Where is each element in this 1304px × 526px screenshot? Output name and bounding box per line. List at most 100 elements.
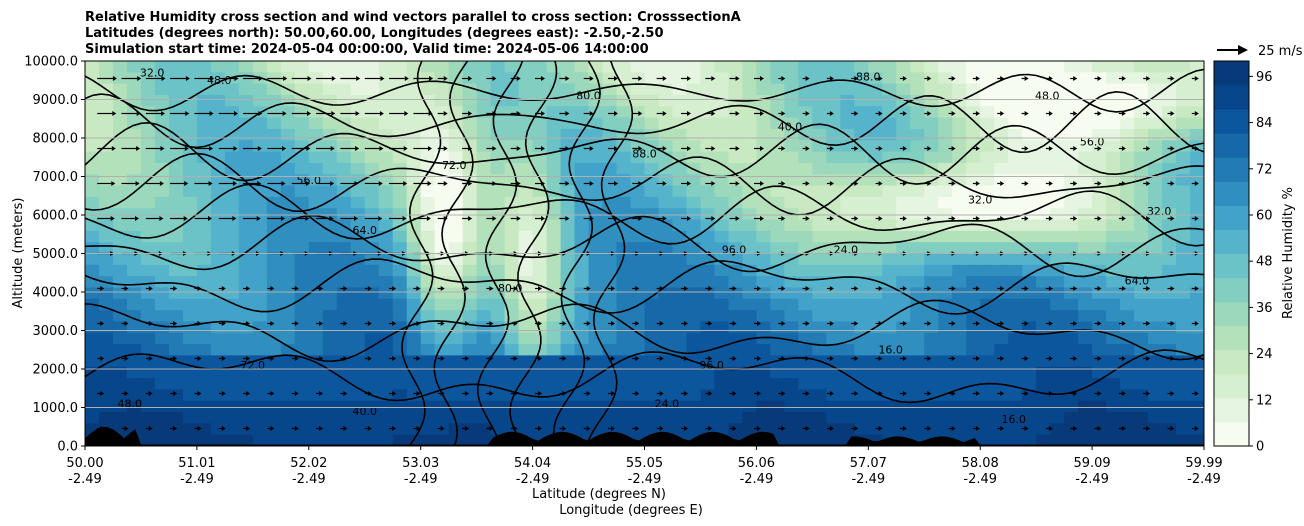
field-cell: [182, 162, 198, 175]
field-cell: [518, 61, 534, 73]
wind-vector: [510, 356, 518, 361]
field-cell: [406, 423, 422, 436]
wind-vector-head: [732, 356, 737, 361]
field-cell: [1078, 355, 1093, 368]
wind-vector-head: [687, 111, 691, 116]
field-cell: [1106, 264, 1121, 277]
field-cell: [420, 298, 436, 311]
wind-vector: [1143, 286, 1151, 291]
wind-vector-head: [878, 111, 883, 116]
field-cell: [85, 310, 100, 323]
field-cell: [238, 378, 254, 390]
wind-vector-head: [429, 76, 434, 81]
wind-vector: [875, 426, 883, 431]
field-cell: [1148, 253, 1163, 266]
field-cell: [308, 174, 324, 187]
field-cell: [1064, 298, 1079, 311]
wind-vector: [194, 286, 202, 291]
field-cell: [1106, 230, 1121, 243]
field-cell: [784, 61, 799, 73]
field-cell: [364, 106, 380, 119]
field-cell: [462, 242, 478, 255]
field-cell: [1106, 298, 1121, 311]
field-cell: [840, 366, 855, 379]
field-cell: [378, 208, 394, 221]
wind-vector-head: [1121, 426, 1126, 431]
field-cell: [476, 72, 492, 85]
field-cell: [336, 412, 352, 424]
field-cell: [658, 208, 674, 221]
field-cell: [686, 378, 702, 390]
field-cell: [140, 253, 156, 266]
field-cell: [336, 94, 352, 107]
wind-vector: [729, 426, 737, 431]
field-cell: [378, 242, 394, 255]
field-cell: [1050, 287, 1065, 300]
field-cell: [700, 298, 716, 311]
field-cell: [1064, 287, 1079, 300]
field-cell: [560, 400, 576, 413]
field-cell: [560, 332, 576, 345]
field-cell: [1162, 355, 1177, 368]
field-cell: [784, 378, 799, 390]
field-cell: [1176, 72, 1191, 85]
field-cell: [252, 128, 268, 141]
field-cell: [1036, 344, 1051, 357]
field-cell: [784, 83, 799, 96]
wind-vector: [802, 146, 810, 151]
field-cell: [644, 310, 660, 323]
field-cell: [350, 219, 366, 232]
field-cell: [1022, 174, 1037, 187]
field-cell: [322, 276, 338, 289]
field-cell: [1078, 423, 1093, 436]
contour-label: 64.0: [1125, 274, 1150, 287]
wind-vector: [656, 76, 667, 81]
field-cell: [826, 219, 841, 232]
field-cell: [1106, 434, 1121, 446]
field-cell: [588, 253, 604, 266]
field-cell: [126, 400, 142, 413]
field-cell: [336, 400, 352, 413]
field-cell: [966, 355, 981, 368]
field-cell: [672, 106, 688, 119]
field-cell: [322, 230, 338, 243]
wind-vector-head: [951, 111, 956, 116]
field-cell: [854, 94, 869, 107]
field-cell: [238, 434, 254, 446]
field-cell: [168, 366, 184, 379]
field-cell: [924, 230, 939, 243]
wind-vector-head: [781, 356, 786, 361]
field-cell: [336, 162, 352, 175]
field-cell: [126, 276, 142, 289]
wind-vector: [535, 146, 545, 151]
field-cell: [1008, 321, 1023, 334]
field-cell: [966, 287, 981, 300]
field-cell: [364, 174, 380, 187]
field-cell: [224, 434, 240, 446]
field-cell: [658, 106, 674, 119]
field-cell: [126, 389, 142, 402]
field-cell: [672, 174, 688, 187]
wind-vector-head: [330, 181, 335, 186]
wind-vector: [656, 181, 667, 186]
field-cell: [882, 253, 897, 266]
field-cell: [434, 366, 450, 379]
wind-vector-head: [781, 321, 786, 326]
field-cell: [672, 61, 688, 73]
wind-vector: [851, 391, 859, 396]
wind-vector-head: [878, 391, 883, 396]
field-cell: [350, 242, 366, 255]
field-cell: [1036, 61, 1051, 73]
field-cell: [938, 106, 953, 119]
wind-vector-head: [927, 181, 932, 186]
wind-vector-head: [257, 181, 262, 186]
field-cell: [616, 253, 632, 266]
field-cell: [896, 128, 911, 141]
field-cell: [392, 276, 408, 289]
field-cell: [336, 321, 352, 334]
x-tick-label-lon: -2.49: [740, 472, 774, 487]
field-cell: [1176, 355, 1191, 368]
wind-vector: [729, 391, 737, 396]
field-cell: [85, 253, 100, 266]
wind-vector: [486, 426, 494, 431]
